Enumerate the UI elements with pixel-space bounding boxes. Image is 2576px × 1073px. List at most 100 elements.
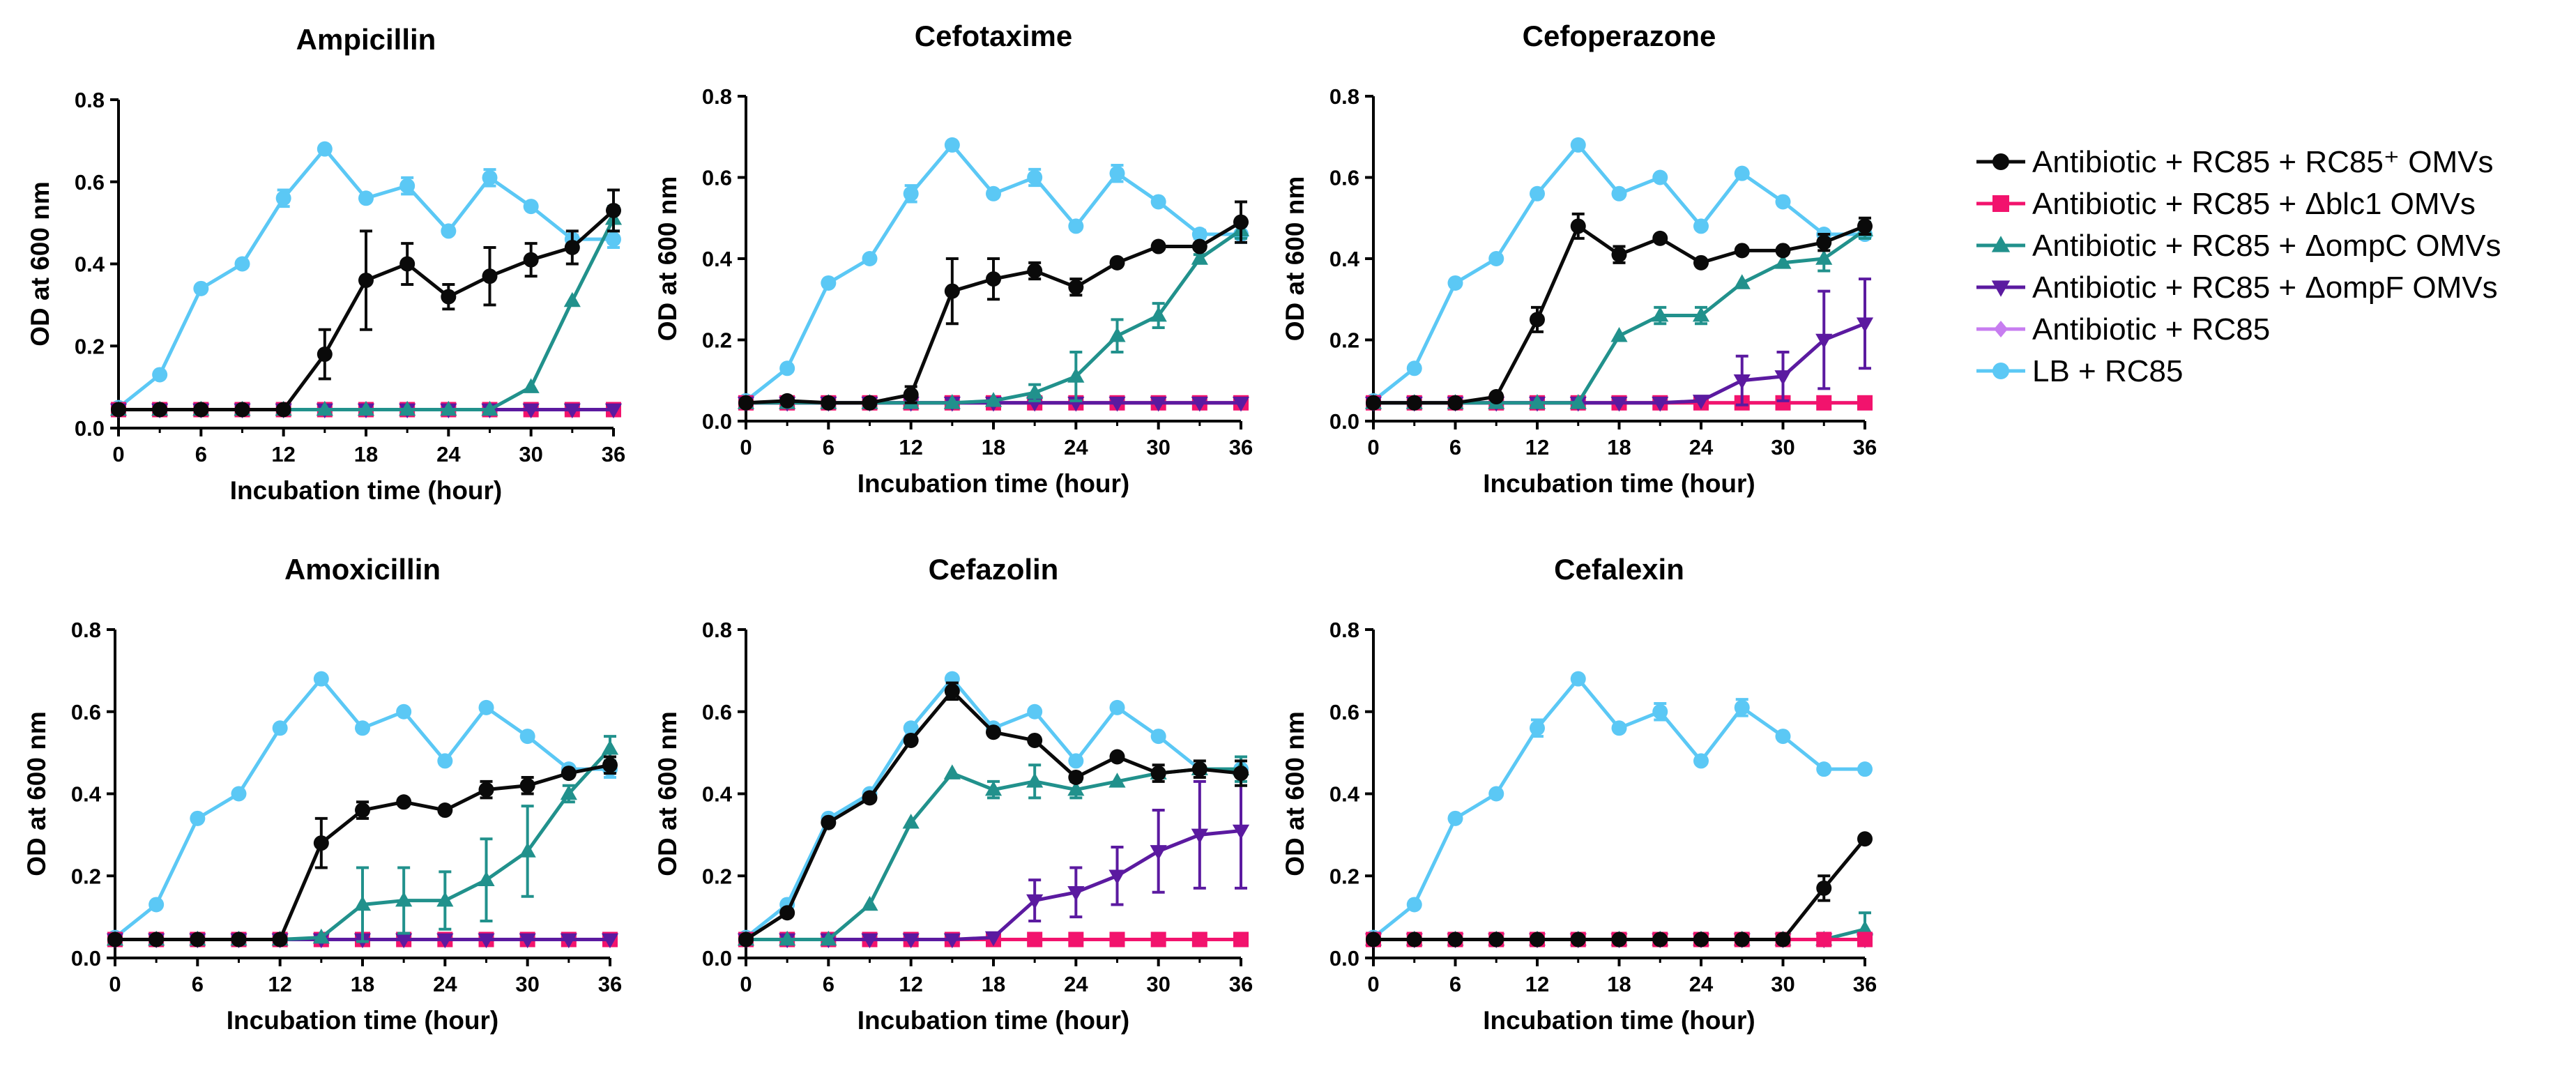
data-point [1150, 396, 1167, 412]
data-point [1611, 247, 1627, 263]
data-point [1488, 931, 1504, 948]
data-point [1027, 703, 1043, 720]
y-tick-label: 0.8 [71, 618, 101, 642]
series-line [746, 229, 1242, 405]
data-point [1068, 279, 1084, 295]
data-point [522, 403, 540, 419]
chart-title: Ampicillin [296, 23, 436, 56]
y-tick-label: 0.8 [702, 618, 732, 642]
data-point [1447, 275, 1463, 291]
x-tick-label: 12 [899, 435, 922, 459]
x-tick-label: 24 [1689, 435, 1714, 459]
data-point [779, 393, 795, 409]
series-LB [738, 671, 1249, 945]
data-point [1150, 766, 1166, 782]
data-point [1856, 317, 1874, 333]
y-tick-label: 0.2 [702, 864, 732, 888]
legend-item-LB: LB + RC85 [1976, 354, 2183, 388]
data-point [1610, 327, 1628, 342]
data-point [1734, 699, 1750, 715]
data-point [275, 402, 291, 418]
chart-panel-cefazolin: Cefazolin 0.0 0.2 0.4 0.6 0.8 0 6 12 18 24 30 36 Incu… [653, 553, 1253, 1035]
y-tick-label: 0.0 [1329, 946, 1359, 971]
series-LB [107, 671, 618, 945]
chart-panel-cefoperazone: Cefoperazone 0.0 0.2 0.4 0.6 0.8 0 6 12 18 24 30 36 I… [1281, 20, 1877, 498]
data-point [820, 930, 837, 946]
data-point [1652, 703, 1668, 720]
data-point [1856, 920, 1874, 936]
data-point [437, 753, 453, 769]
data-point [395, 933, 413, 949]
data-point [1775, 243, 1791, 259]
data-point [986, 271, 1001, 287]
data-point [1530, 720, 1545, 736]
series-RC85_plus [107, 755, 618, 948]
y-tick-label: 0.6 [71, 700, 101, 724]
data-point [1816, 880, 1832, 896]
x-tick-label: 24 [433, 972, 457, 996]
data-point [1108, 396, 1126, 412]
data-point [1570, 218, 1586, 234]
data-point [190, 810, 206, 826]
data-point [396, 794, 412, 810]
legend-item-RC85_plus: Antibiotic + RC85 + RC85⁺ OMVs [1976, 145, 2493, 179]
data-point [1570, 931, 1586, 948]
legend-marker [1994, 321, 2008, 337]
data-point [395, 891, 413, 907]
x-tick-label: 6 [823, 435, 834, 459]
data-point [358, 190, 374, 206]
data-point [272, 931, 288, 948]
chart-panel-ampicillin: Ampicillin 0.0 0.2 0.4 0.6 0.8 0 6 12 18 24 30 36 Inc… [26, 23, 625, 505]
data-point [1693, 931, 1709, 948]
series-line [746, 828, 1242, 942]
x-tick-label: 18 [354, 442, 378, 466]
data-point [779, 905, 795, 921]
data-point [1692, 306, 1710, 322]
data-point [111, 402, 126, 418]
data-point [606, 202, 621, 218]
chart-title: Cefotaxime [915, 20, 1072, 52]
chart-title: Cefoperazone [1523, 20, 1716, 52]
data-point [1108, 327, 1126, 342]
data-point [944, 137, 960, 153]
data-point [478, 699, 494, 715]
series-RC85_plus [738, 681, 1249, 948]
data-point [1816, 931, 1832, 948]
y-tick-label: 0.2 [71, 864, 101, 888]
data-point [1857, 831, 1873, 847]
data-point [1026, 894, 1044, 910]
series-RC85_plus [738, 200, 1249, 411]
x-tick-label: 0 [740, 435, 752, 459]
data-point [1488, 786, 1504, 802]
legend-label: Antibiotic + RC85 + Δblc1 OMVs [2032, 187, 2476, 221]
data-point [1027, 263, 1043, 279]
data-point [943, 933, 961, 949]
data-point [1734, 931, 1750, 948]
y-axis-label: OD at 600 nm [1281, 176, 1309, 341]
y-tick-label: 0.6 [1329, 700, 1359, 724]
chart-title: Cefalexin [1554, 553, 1684, 586]
y-tick-label: 0.6 [702, 700, 732, 724]
data-point [1150, 238, 1166, 254]
data-point [738, 395, 754, 411]
x-tick-label: 30 [519, 442, 542, 466]
x-tick-label: 6 [1449, 435, 1461, 459]
data-point [355, 802, 370, 819]
data-point [1406, 931, 1422, 948]
x-tick-label: 30 [1146, 972, 1170, 996]
data-point [1734, 243, 1750, 259]
x-tick-label: 36 [598, 972, 622, 996]
x-tick-label: 12 [271, 442, 295, 466]
data-point [1570, 137, 1586, 153]
x-tick-label: 36 [1229, 435, 1253, 459]
y-tick-label: 0.8 [702, 84, 732, 109]
data-point [316, 400, 333, 416]
data-point [560, 784, 577, 800]
series-line [1372, 676, 1865, 939]
data-point [234, 402, 250, 418]
data-point [1570, 671, 1586, 687]
series-RC85_plus [1366, 212, 1873, 411]
data-point [1150, 931, 1166, 948]
chart-panel-amoxicillin: Amoxicillin 0.0 0.2 0.4 0.6 0.8 0 6 12 18 24 30 36 In… [22, 553, 622, 1035]
